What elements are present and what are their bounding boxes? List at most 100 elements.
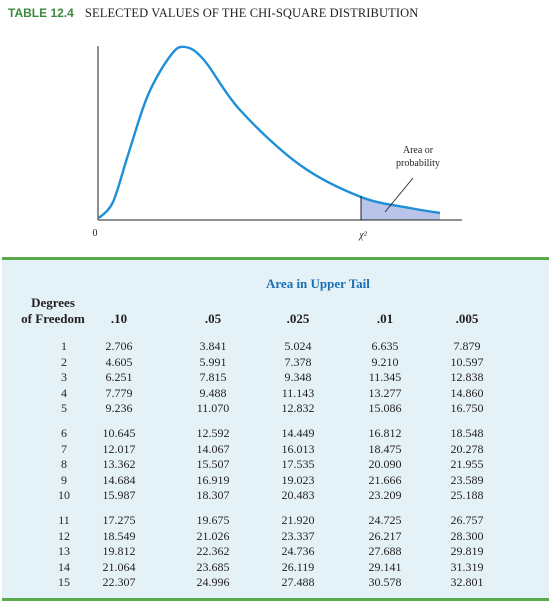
value-cell: 18.475 xyxy=(368,441,402,456)
value-cell: 13.362 xyxy=(102,457,136,472)
value-cell: 24.725 xyxy=(368,513,402,527)
column-header: .01 xyxy=(376,311,394,326)
value-cell: 23.337 xyxy=(281,528,315,543)
value-cell: 27.488 xyxy=(281,575,315,590)
column-header: .05 xyxy=(204,311,222,326)
value-cell: 11.070 xyxy=(196,401,230,416)
value-cell: 31.319 xyxy=(450,559,484,574)
df-cell: 12 xyxy=(58,528,70,543)
value-cell: 17.535 xyxy=(281,457,315,472)
value-cell: 15.987 xyxy=(102,488,136,503)
df-cell: 10 xyxy=(58,488,70,503)
value-cell: 12.592 xyxy=(196,426,230,440)
value-cell: 26.757 xyxy=(450,513,484,527)
value-cell: 4.605 xyxy=(105,354,133,369)
value-cell: 14.067 xyxy=(196,441,230,456)
value-cell: 22.307 xyxy=(102,575,136,590)
value-cell: 26.217 xyxy=(368,528,402,543)
value-cell: 14.684 xyxy=(102,472,136,487)
table-caption: TABLE 12.4 SELECTED VALUES OF THE CHI-SQ… xyxy=(8,6,418,21)
density-curve xyxy=(98,45,441,219)
value-cell: 25.188 xyxy=(450,488,484,503)
value-cell: 19.023 xyxy=(281,472,315,487)
value-cell: 18.307 xyxy=(196,488,230,503)
value-cell: 18.548 xyxy=(450,426,484,440)
value-cell: 28.300 xyxy=(450,528,484,543)
value-cell: 2.706 xyxy=(105,339,133,353)
value-cell: 24.996 xyxy=(196,575,230,590)
value-cell: 14.860 xyxy=(450,385,484,400)
value-cell: 10.645 xyxy=(102,426,136,440)
chi-square-curve-figure: Area or probability 0 χ² xyxy=(93,45,462,241)
value-cell: 12.832 xyxy=(281,401,315,416)
df-cell: 11 xyxy=(58,513,70,527)
df-cell: 15 xyxy=(58,575,70,590)
value-cell: 21.064 xyxy=(102,559,136,574)
value-cell: 17.275 xyxy=(102,513,136,527)
column-header: .005 xyxy=(455,311,479,326)
value-cell: 3.841 xyxy=(199,339,227,353)
value-cell: 21.666 xyxy=(368,472,402,487)
degrees-of-freedom-header: Degrees of Freedom xyxy=(21,295,85,326)
df-cell: 3 xyxy=(61,370,67,385)
area-label-line2: probability xyxy=(396,158,440,169)
df-cell: 2 xyxy=(61,354,67,369)
value-cell: 9.348 xyxy=(284,370,312,385)
value-cell: 21.920 xyxy=(281,513,315,527)
chi-square-table: Area in Upper Tail Degrees of Freedom .1… xyxy=(2,257,549,601)
value-cell: 16.750 xyxy=(450,401,484,416)
value-cell: 21.955 xyxy=(450,457,484,472)
df-cell: 1 xyxy=(61,339,67,353)
table-title: SELECTED VALUES OF THE CHI-SQUARE DISTRI… xyxy=(84,6,419,20)
value-cell: 9.210 xyxy=(371,354,399,369)
df-cell: 9 xyxy=(61,472,67,487)
value-cell: 26.119 xyxy=(281,559,315,574)
value-cell: 13.277 xyxy=(368,385,402,400)
value-cell: 5.024 xyxy=(284,339,312,353)
df-cell: 14 xyxy=(58,559,70,574)
value-cell: 14.449 xyxy=(281,426,315,440)
value-cell: 24.736 xyxy=(281,544,315,559)
value-cell: 16.919 xyxy=(196,472,230,487)
value-cell: 32.801 xyxy=(450,575,484,590)
value-cell: 23.685 xyxy=(196,559,230,574)
value-cell: 29.819 xyxy=(450,544,484,559)
df-cell: 5 xyxy=(61,401,67,416)
df-cell: 4 xyxy=(61,385,67,400)
value-cell: 22.362 xyxy=(196,544,230,559)
value-cell: 16.013 xyxy=(281,441,315,456)
value-cell: 19.812 xyxy=(102,544,136,559)
column-header: .10 xyxy=(110,311,128,326)
critical-value-label: χ² xyxy=(358,230,367,241)
value-cell: 27.688 xyxy=(368,544,402,559)
column-header: .025 xyxy=(286,311,310,326)
value-cell: 10.597 xyxy=(450,354,484,369)
table-number: TABLE 12.4 xyxy=(8,6,74,20)
origin-label: 0 xyxy=(93,228,98,239)
area-upper-tail-header: Area in Upper Tail xyxy=(266,276,370,291)
value-cell: 16.812 xyxy=(368,426,402,440)
value-cell: 5.991 xyxy=(199,354,227,369)
value-cell: 20.483 xyxy=(281,488,315,503)
value-cell: 20.090 xyxy=(368,457,402,472)
value-cell: 30.578 xyxy=(368,575,402,590)
value-cell: 6.251 xyxy=(105,370,133,385)
value-cell: 11.143 xyxy=(281,385,315,400)
value-cell: 12.017 xyxy=(102,441,136,456)
df-cell: 8 xyxy=(61,457,67,472)
value-cell: 7.879 xyxy=(453,339,481,353)
value-cell: 23.589 xyxy=(450,472,484,487)
value-cell: 15.086 xyxy=(368,401,402,416)
value-cell: 7.779 xyxy=(105,385,133,400)
value-cell: 7.815 xyxy=(199,370,227,385)
df-cell: 13 xyxy=(58,544,70,559)
value-cell: 18.549 xyxy=(102,528,136,543)
value-cell: 6.635 xyxy=(371,339,399,353)
value-cell: 9.488 xyxy=(199,385,227,400)
value-cell: 29.141 xyxy=(368,559,402,574)
value-cell: 20.278 xyxy=(450,441,484,456)
value-cell: 12.838 xyxy=(450,370,484,385)
value-cell: 15.507 xyxy=(196,457,230,472)
area-label-line1: Area or xyxy=(403,145,434,156)
value-cell: 21.026 xyxy=(196,528,230,543)
